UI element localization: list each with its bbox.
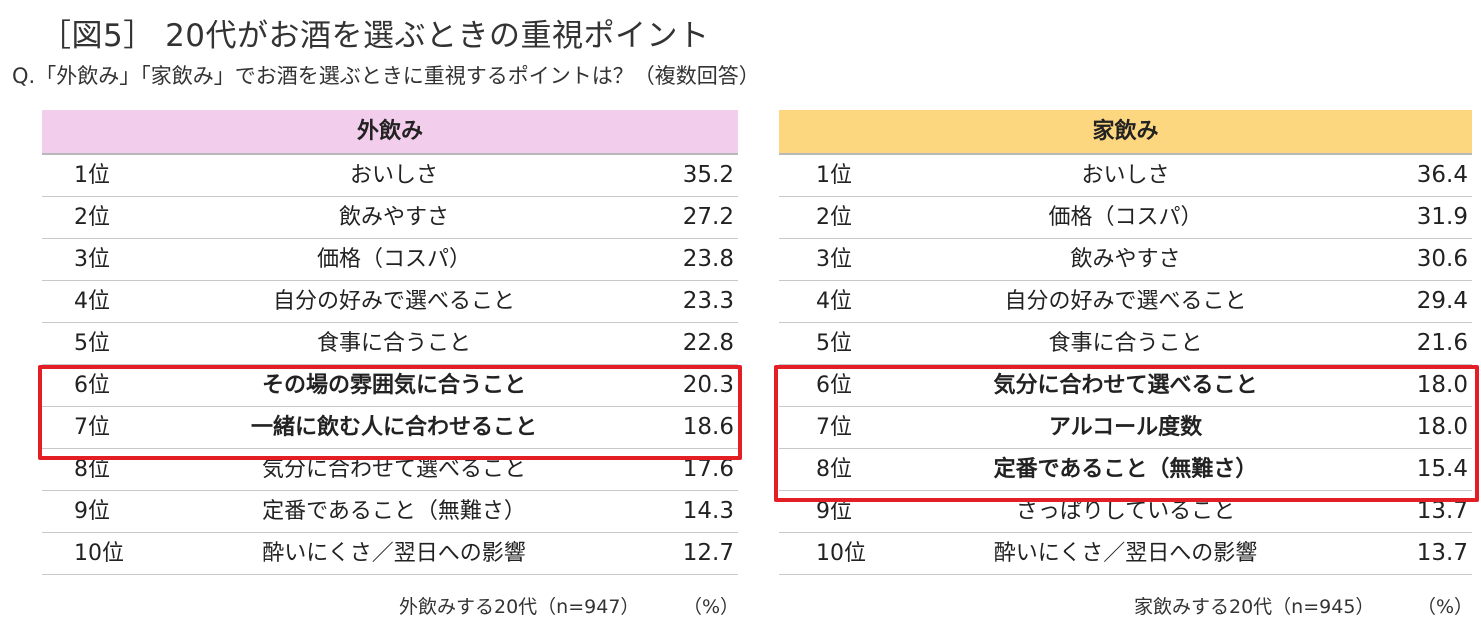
row-rank: 6位 — [74, 373, 110, 398]
table-row: 自分の好みで選べること 4位 23.3 — [42, 281, 738, 323]
row-item: 自分の好みで選べること — [1004, 289, 1247, 314]
row-value: 18.0 — [1416, 372, 1468, 398]
row-item: 気分に合わせて選べること — [993, 373, 1258, 398]
row-value: 22.8 — [682, 330, 734, 356]
table-row: 酔いにくさ／翌日への影響 10位 13.7 — [779, 533, 1472, 575]
row-rank: 5位 — [74, 331, 110, 356]
row-item: おいしさ — [1081, 163, 1170, 188]
row-value: 13.7 — [1416, 498, 1468, 524]
row-value: 35.2 — [682, 162, 734, 188]
row-rank: 7位 — [816, 415, 852, 440]
row-value: 21.6 — [1416, 330, 1468, 356]
row-value: 30.6 — [1416, 246, 1468, 272]
row-value: 29.4 — [1416, 288, 1468, 314]
row-rank: 10位 — [74, 541, 124, 566]
row-rank: 6位 — [816, 373, 852, 398]
row-item: 飲みやすさ — [338, 205, 449, 230]
table-row: おいしさ 1位 35.2 — [42, 155, 738, 197]
table-row: 価格（コスパ） 2位 31.9 — [779, 197, 1472, 239]
table-row: その場の雰囲気に合うこと 6位 20.3 — [42, 365, 738, 407]
question-subtitle: Q.「外飲み」「家飲み」でお酒を選ぶときに重視するポイントは？（複数回答） — [12, 64, 760, 88]
row-value: 18.6 — [682, 414, 734, 440]
row-item: 食事に合うこと — [316, 331, 471, 356]
table-row: 気分に合わせて選べること 6位 18.0 — [779, 365, 1472, 407]
row-rank: 8位 — [816, 457, 852, 482]
figure-title: ［図5］ 20代がお酒を選ぶときの重視ポイント — [40, 18, 710, 54]
table-row: 食事に合うこと 5位 22.8 — [42, 323, 738, 365]
row-value: 18.0 — [1416, 414, 1468, 440]
row-value: 14.3 — [682, 498, 734, 524]
row-item: おいしさ — [349, 163, 438, 188]
row-value: 31.9 — [1416, 204, 1468, 230]
table-row: 気分に合わせて選べること 8位 17.6 — [42, 449, 738, 491]
table-header: 外飲み — [42, 110, 738, 155]
row-item: 飲みやすさ — [1070, 247, 1181, 272]
table-row: 定番であること（無難さ） 9位 14.3 — [42, 491, 738, 533]
row-item: アルコール度数 — [1048, 415, 1203, 440]
row-value: 20.3 — [682, 372, 734, 398]
row-value: 36.4 — [1416, 162, 1468, 188]
row-item: 定番であること（無難さ） — [262, 499, 526, 524]
table-outside-drinking: 外飲み おいしさ 1位 35.2 飲みやすさ 2位 27.2 価格（コスパ） 3位 23.8 自分… — [38, 110, 742, 575]
row-item: 一緒に飲む人に合わせること — [250, 415, 537, 440]
row-rank: 7位 — [74, 415, 110, 440]
table-body: おいしさ 1位 35.2 飲みやすさ 2位 27.2 価格（コスパ） 3位 23.8 自分の好みで… — [42, 155, 738, 575]
table-row: 飲みやすさ 3位 30.6 — [779, 239, 1472, 281]
row-rank: 4位 — [816, 289, 852, 314]
row-item: 価格（コスパ） — [1048, 205, 1203, 230]
row-value: 15.4 — [1416, 456, 1468, 482]
row-item: 気分に合わせて選べること — [261, 457, 526, 482]
row-item: 自分の好みで選べること — [272, 289, 515, 314]
row-value: 23.3 — [682, 288, 734, 314]
table-home-drinking: 家飲み おいしさ 1位 36.4 価格（コスパ） 2位 31.9 飲みやすさ 3位 30.6 自分… — [774, 110, 1479, 575]
row-rank: 9位 — [816, 499, 852, 524]
row-rank: 2位 — [74, 205, 110, 230]
row-rank: 2位 — [816, 205, 852, 230]
table-row: さっぱりしていること 9位 13.7 — [779, 491, 1472, 533]
unit-label: （%） — [1417, 596, 1474, 618]
row-rank: 5位 — [816, 331, 852, 356]
table-row: 自分の好みで選べること 4位 29.4 — [779, 281, 1472, 323]
row-rank: 1位 — [816, 163, 852, 188]
row-rank: 3位 — [74, 247, 110, 272]
row-value: 27.2 — [682, 204, 734, 230]
row-rank: 1位 — [74, 163, 110, 188]
row-rank: 9位 — [74, 499, 110, 524]
table-row: おいしさ 1位 36.4 — [779, 155, 1472, 197]
table-row: 定番であること（無難さ） 8位 15.4 — [779, 449, 1472, 491]
sample-note: 家飲みする20代（n=945） — [1134, 596, 1375, 618]
row-item: 価格（コスパ） — [316, 247, 471, 272]
table-row: 飲みやすさ 2位 27.2 — [42, 197, 738, 239]
row-item: さっぱりしていること — [1015, 499, 1236, 524]
row-item: 酔いにくさ／翌日への影響 — [262, 541, 526, 566]
table-row: 価格（コスパ） 3位 23.8 — [42, 239, 738, 281]
table-row: 酔いにくさ／翌日への影響 10位 12.7 — [42, 533, 738, 575]
row-value: 13.7 — [1416, 540, 1468, 566]
unit-label: （%） — [683, 596, 740, 618]
row-rank: 4位 — [74, 289, 110, 314]
table-row: 一緒に飲む人に合わせること 7位 18.6 — [42, 407, 738, 449]
row-item: 酔いにくさ／翌日への影響 — [993, 541, 1258, 566]
row-value: 12.7 — [682, 540, 734, 566]
row-value: 23.8 — [682, 246, 734, 272]
row-rank: 3位 — [816, 247, 852, 272]
row-value: 17.6 — [682, 456, 734, 482]
table-row: アルコール度数 7位 18.0 — [779, 407, 1472, 449]
table-body: おいしさ 1位 36.4 価格（コスパ） 2位 31.9 飲みやすさ 3位 30.6 自分の好みで… — [779, 155, 1472, 575]
row-rank: 10位 — [816, 541, 866, 566]
row-item: 定番であること（無難さ） — [993, 457, 1258, 482]
table-header: 家飲み — [779, 110, 1472, 155]
table-row: 食事に合うこと 5位 21.6 — [779, 323, 1472, 365]
row-rank: 8位 — [74, 457, 110, 482]
row-item: その場の雰囲気に合うこと — [261, 373, 526, 398]
row-item: 食事に合うこと — [1048, 331, 1203, 356]
sample-note: 外飲みする20代（n=947） — [399, 596, 640, 618]
